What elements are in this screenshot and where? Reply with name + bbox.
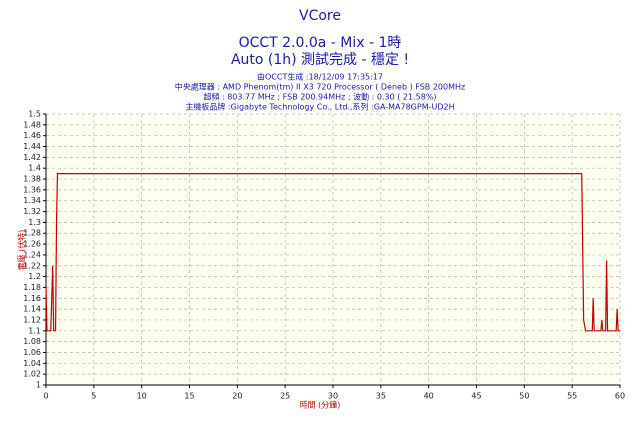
y-tick-label: 1.28 bbox=[23, 229, 41, 238]
y-tick-label: 1.48 bbox=[23, 120, 41, 129]
y-tick-label: 1.18 bbox=[23, 283, 41, 292]
x-tick-label: 30 bbox=[328, 392, 338, 401]
y-tick-label: 1.16 bbox=[23, 294, 41, 303]
x-tick-label: 40 bbox=[424, 392, 434, 401]
y-tick-label: 1.32 bbox=[23, 207, 41, 216]
info-line: 由OCCT生成 :18/12/09 17:35:17 bbox=[257, 72, 383, 82]
y-axis-label: 電壓 (伏特) bbox=[17, 230, 27, 271]
chart-subtitle: Auto (1h) 測試完成 - 穩定 ! bbox=[231, 52, 409, 68]
chart-title: VCore bbox=[299, 8, 341, 24]
x-tick-label: 5 bbox=[91, 392, 96, 401]
y-tick-label: 1.24 bbox=[23, 250, 41, 259]
y-tick-label: 1.08 bbox=[23, 337, 41, 346]
data-line bbox=[45, 173, 620, 332]
x-tick-label: 50 bbox=[519, 392, 529, 401]
chart-subtitle: OCCT 2.0.0a - Mix - 1時 bbox=[239, 35, 402, 51]
x-axis-label: 時間 (分鐘) bbox=[300, 400, 341, 410]
y-tick-label: 1.36 bbox=[23, 185, 41, 194]
y-tick-label: 1.2 bbox=[28, 272, 41, 281]
y-tick-label: 1.34 bbox=[23, 196, 41, 205]
y-tick-label: 1.1 bbox=[28, 326, 41, 335]
y-tick-label: 1.06 bbox=[23, 348, 41, 357]
y-tick-label: 1.02 bbox=[23, 370, 41, 379]
x-tick-label: 0 bbox=[43, 392, 48, 401]
y-tick-label: 1.3 bbox=[28, 218, 41, 227]
y-tick-label: 1.22 bbox=[23, 261, 41, 270]
x-tick-label: 25 bbox=[280, 392, 290, 401]
x-tick-label: 35 bbox=[376, 392, 386, 401]
y-tick-label: 1 bbox=[36, 381, 41, 390]
y-tick-label: 1.26 bbox=[23, 240, 41, 249]
x-tick-label: 60 bbox=[615, 392, 625, 401]
y-tick-label: 1.5 bbox=[28, 110, 41, 119]
x-tick-label: 15 bbox=[184, 392, 194, 401]
x-tick-label: 20 bbox=[232, 392, 242, 401]
info-line: 中央處理器 : AMD Phenom(tm) II X3 720 Process… bbox=[175, 82, 465, 92]
y-tick-label: 1.38 bbox=[23, 175, 41, 184]
y-tick-label: 1.04 bbox=[23, 359, 41, 368]
x-tick-label: 45 bbox=[471, 392, 481, 401]
y-tick-label: 1.42 bbox=[23, 153, 41, 162]
plot-area bbox=[46, 114, 620, 385]
y-tick-label: 1.12 bbox=[23, 315, 41, 324]
x-tick-label: 10 bbox=[137, 392, 147, 401]
x-tick-label: 55 bbox=[567, 392, 577, 401]
y-tick-label: 1.14 bbox=[23, 305, 41, 314]
y-tick-label: 1.46 bbox=[23, 131, 41, 140]
y-tick-label: 1.4 bbox=[28, 164, 41, 173]
info-line: 超頻 : 803.77 MHz ; FSB 200.94MHz ; 波動 : 0… bbox=[203, 92, 436, 102]
info-line: 主機板品牌 :Gigabyte Technology Co., Ltd.,系列 … bbox=[185, 102, 454, 112]
y-tick-label: 1.44 bbox=[23, 142, 41, 151]
